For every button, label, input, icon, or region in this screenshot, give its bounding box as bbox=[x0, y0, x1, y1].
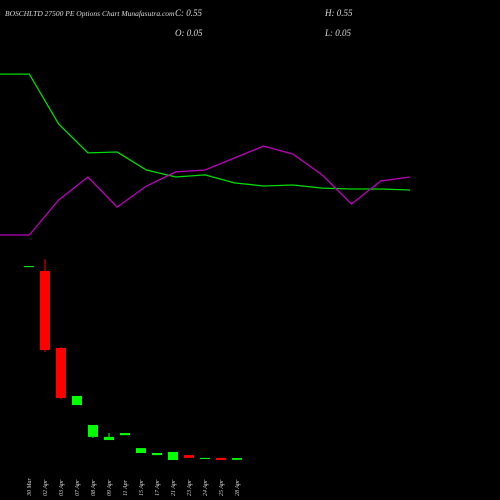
close-label: C: 0.55 bbox=[175, 8, 203, 18]
low-label: L: 0.05 bbox=[324, 28, 352, 38]
x-tick-label: 24 Apr bbox=[202, 479, 209, 496]
x-tick-label: 02 Apr bbox=[43, 479, 49, 496]
indicator-line bbox=[0, 73, 411, 191]
candle-body bbox=[88, 425, 98, 437]
x-tick-label: 08 Apr bbox=[91, 479, 97, 496]
candle-body bbox=[216, 457, 226, 460]
candle-body bbox=[56, 348, 66, 399]
candle-body bbox=[136, 448, 146, 453]
x-tick-label: 28 Apr bbox=[235, 479, 241, 496]
high-label: H: 0.55 bbox=[324, 8, 353, 18]
x-tick-label: 07 Apr bbox=[75, 479, 81, 496]
candle-body bbox=[232, 458, 242, 460]
candle-body bbox=[24, 266, 34, 268]
open-label: O: 0.05 bbox=[175, 28, 203, 38]
x-tick-label: 09 Apr bbox=[107, 479, 113, 496]
candle-body bbox=[168, 451, 178, 460]
indicator-line bbox=[0, 145, 411, 236]
x-tick-label: 17 Apr bbox=[155, 479, 161, 496]
candle-body bbox=[40, 271, 50, 351]
x-tick-label: 21 Apr bbox=[171, 479, 177, 496]
candle-body bbox=[120, 433, 130, 436]
x-tick-label: 23 Apr bbox=[187, 479, 193, 496]
candle-body bbox=[152, 453, 162, 456]
candle-body bbox=[200, 457, 210, 459]
candle-body bbox=[184, 455, 194, 458]
x-tick-label: 15 Apr bbox=[139, 479, 145, 496]
x-tick-label: 30 Mar bbox=[27, 478, 33, 497]
chart-title: BOSCHLTD 27500 PE Options Chart Munafasu… bbox=[5, 9, 175, 18]
x-tick-label: 25 Apr bbox=[219, 479, 225, 496]
candle-body bbox=[104, 436, 114, 441]
candle-body bbox=[72, 395, 82, 406]
x-tick-label: 11 Apr bbox=[123, 479, 129, 496]
x-tick-label: 03 Apr bbox=[59, 479, 65, 496]
